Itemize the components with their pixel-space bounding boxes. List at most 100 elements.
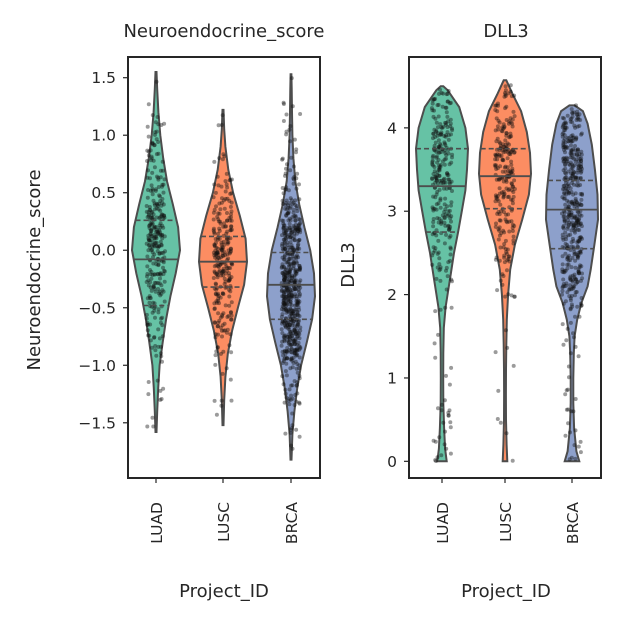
data-point [287, 314, 292, 319]
data-point [560, 125, 565, 130]
data-point [568, 320, 573, 325]
data-point [291, 207, 296, 212]
data-point [154, 137, 159, 142]
data-point [568, 274, 573, 279]
data-point [280, 361, 285, 365]
data-point [570, 304, 575, 309]
data-point [437, 262, 442, 267]
data-point [505, 345, 510, 350]
data-point [159, 397, 164, 401]
data-point [151, 255, 155, 260]
data-point [435, 160, 440, 165]
data-point [440, 213, 445, 218]
data-point [292, 231, 297, 236]
data-point [295, 302, 300, 307]
data-point [147, 243, 151, 248]
data-point [283, 276, 288, 281]
data-point [504, 118, 509, 122]
data-point [298, 346, 303, 351]
data-point [440, 159, 445, 164]
data-point [575, 112, 580, 117]
data-point [579, 301, 583, 306]
data-point [216, 298, 221, 303]
data-point [148, 296, 153, 301]
data-point [150, 244, 155, 249]
data-point [560, 211, 564, 216]
data-point [297, 222, 302, 227]
data-point [211, 195, 216, 200]
data-point [506, 168, 511, 173]
data-point [450, 152, 455, 157]
violin-body [414, 85, 470, 463]
data-point [221, 273, 226, 278]
data-point [153, 348, 158, 353]
data-point [282, 254, 287, 259]
data-point [444, 373, 448, 378]
data-point [294, 248, 299, 253]
data-point [507, 219, 512, 224]
data-point [281, 102, 286, 106]
data-point [431, 194, 436, 199]
data-point [150, 141, 155, 146]
data-point [290, 309, 295, 314]
data-point [286, 259, 291, 264]
data-point [448, 234, 453, 238]
data-point [498, 218, 503, 223]
data-point [573, 198, 578, 203]
data-point [293, 278, 297, 283]
data-point [146, 188, 150, 192]
data-point [572, 223, 577, 227]
data-point [225, 240, 230, 245]
data-point [297, 299, 302, 304]
data-point [575, 109, 580, 114]
data-point [154, 206, 159, 211]
data-point [146, 214, 151, 219]
data-point [156, 244, 161, 249]
data-point [216, 332, 220, 337]
data-point [295, 311, 300, 316]
data-point [224, 237, 229, 242]
data-point [497, 177, 502, 182]
data-point [566, 214, 571, 219]
data-point [435, 455, 440, 460]
x-tick-label: LUAD [434, 502, 452, 544]
data-point [567, 287, 572, 292]
data-point [510, 182, 514, 186]
data-point [509, 162, 514, 167]
data-point [498, 278, 503, 283]
data-point [573, 227, 578, 232]
data-point [154, 229, 158, 234]
data-point [160, 184, 164, 189]
data-point [434, 276, 439, 281]
data-point [576, 183, 581, 188]
data-point [149, 158, 154, 163]
data-point [574, 200, 579, 205]
data-point [288, 322, 292, 327]
data-point [284, 306, 289, 311]
data-point [564, 175, 569, 180]
data-point [149, 183, 154, 188]
data-point [228, 236, 233, 241]
data-point [285, 320, 290, 325]
data-point [572, 152, 577, 157]
data-point [280, 243, 284, 248]
y-axis-label: Neuroendocrine_score [24, 169, 45, 370]
data-point [565, 257, 570, 261]
data-point [560, 115, 565, 120]
data-point [449, 214, 454, 219]
data-point [564, 180, 568, 185]
data-point [288, 300, 293, 304]
data-point [432, 248, 437, 253]
data-point [281, 218, 286, 223]
data-point [285, 260, 290, 265]
data-point [146, 278, 151, 283]
data-point [216, 246, 220, 251]
data-point [285, 302, 290, 307]
data-point [158, 175, 163, 180]
data-point [562, 159, 567, 164]
data-point [566, 139, 571, 144]
data-point [444, 232, 448, 237]
data-point [502, 125, 507, 130]
data-point [288, 334, 292, 339]
data-point [565, 189, 570, 194]
